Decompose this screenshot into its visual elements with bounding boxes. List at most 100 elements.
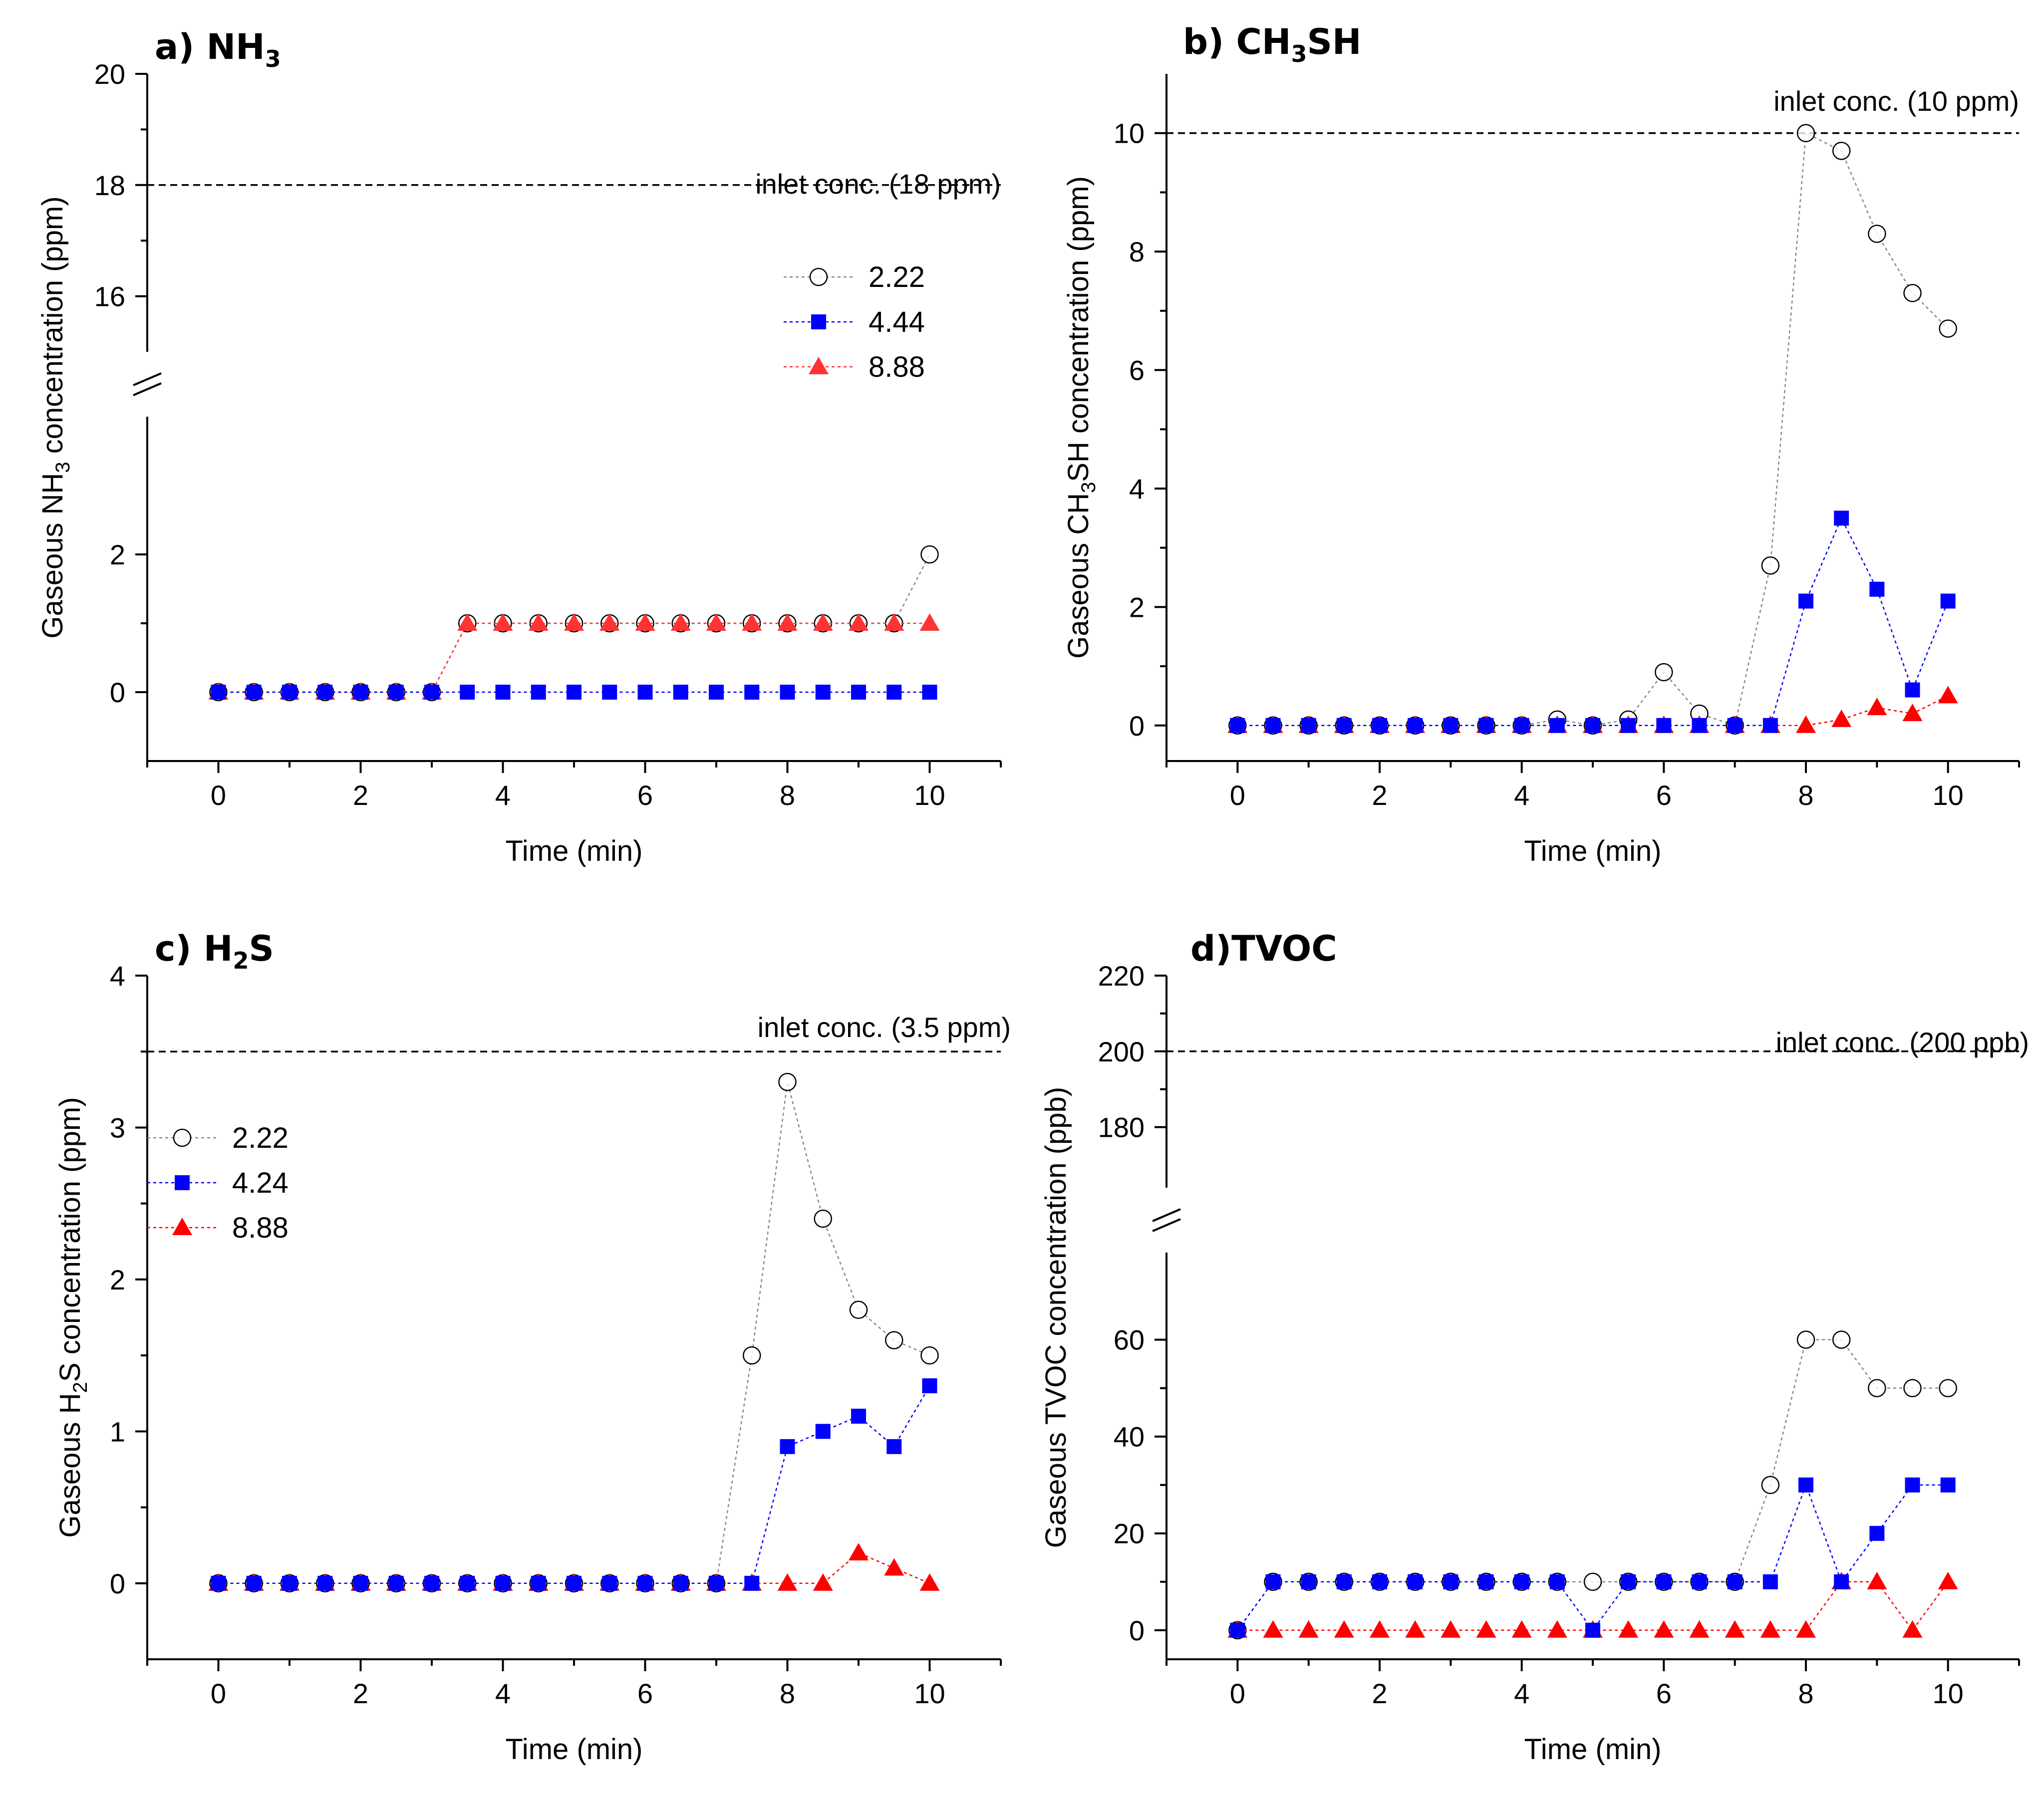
legend: 2.22 4.44 8.88 [784, 261, 925, 383]
data-point-triangle [1725, 1620, 1745, 1638]
x-tick-label: 4 [495, 1678, 511, 1709]
data-point-square [1408, 1574, 1423, 1589]
x-axis-label: Time (min) [506, 835, 643, 867]
axis-break-mark [133, 372, 162, 386]
data-point-triangle [919, 613, 940, 631]
data-point-square [815, 1424, 831, 1439]
data-point-square [744, 1575, 760, 1591]
y-axis-label: Gaseous NH3 concentration (ppm) [36, 196, 74, 638]
data-point-square [1727, 1574, 1743, 1589]
y-tick-label: 200 [1098, 1036, 1145, 1067]
x-tick-label: 10 [914, 1678, 945, 1709]
data-point-square [1230, 1622, 1245, 1638]
y-tick-label: 2 [1129, 591, 1145, 623]
y-tick-label: 0 [110, 677, 125, 708]
data-point-triangle [1902, 704, 1923, 722]
data-point-square [1549, 718, 1565, 733]
data-point-square [1408, 718, 1423, 733]
data-point-square [815, 685, 831, 700]
y-tick-label: 0 [1129, 710, 1145, 742]
data-point-circle [1761, 1476, 1780, 1494]
data-point-square [1443, 1574, 1459, 1589]
data-point-square [1514, 718, 1529, 733]
data-point-square [567, 685, 582, 700]
data-point-square [1621, 1574, 1636, 1589]
x-tick-label: 10 [1933, 779, 1964, 811]
legend-label: 2.22 [869, 261, 925, 293]
data-point-square [567, 1575, 582, 1591]
y-tick-label: 4 [110, 960, 125, 992]
data-point-triangle [1618, 1620, 1639, 1638]
legend-label: 2.22 [232, 1122, 289, 1154]
series-2-22 [209, 1072, 939, 1593]
inlet-concentration-label: inlet conc. (18 ppm) [755, 168, 1001, 200]
inlet-concentration-label: inlet conc. (10 ppm) [1773, 85, 2019, 117]
data-point-circle [1761, 556, 1780, 575]
data-point-square [1372, 718, 1387, 733]
data-point-triangle [1938, 1571, 1958, 1589]
y-tick-label: 2 [110, 1264, 125, 1295]
data-point-square [1905, 682, 1920, 698]
data-point-triangle [564, 613, 584, 631]
series-4-44 [211, 685, 937, 700]
x-tick-label: 8 [780, 779, 795, 811]
data-point-square [1656, 1574, 1672, 1589]
data-point-square [709, 685, 724, 700]
data-point-square [495, 685, 511, 700]
data-point-square [1478, 718, 1494, 733]
data-point-circle [920, 1346, 939, 1365]
data-point-square [282, 1575, 297, 1591]
y-axis-label: Gaseous TVOC concentration (ppb) [1040, 1087, 1072, 1548]
data-point-square [1621, 718, 1636, 733]
y-tick-label: 220 [1098, 960, 1145, 992]
legend-marker-square [175, 1175, 190, 1190]
data-point-triangle [457, 613, 478, 631]
x-tick-label: 0 [211, 779, 226, 811]
x-tick-label: 6 [1656, 779, 1672, 811]
y-tick-label: 180 [1098, 1112, 1145, 1143]
data-point-square [1265, 1574, 1281, 1589]
y-tick-label: 16 [94, 281, 125, 312]
series-2-22 [1228, 124, 1957, 735]
series-4-24 [211, 1378, 937, 1591]
data-point-square [1301, 1574, 1316, 1589]
data-point-square [1798, 1477, 1813, 1493]
data-point-triangle [1689, 1620, 1710, 1638]
y-tick-label: 0 [110, 1568, 125, 1599]
data-point-square [246, 1575, 262, 1591]
data-point-square [1834, 1574, 1849, 1589]
data-point-triangle [884, 1558, 904, 1576]
data-point-square [1656, 718, 1672, 733]
axis-break-mark [1152, 1208, 1181, 1222]
data-point-square [1336, 1574, 1352, 1589]
data-point-square [211, 1575, 226, 1591]
legend-marker-circle [173, 1128, 192, 1147]
x-tick-label: 2 [1372, 1678, 1387, 1709]
data-point-triangle [493, 613, 513, 631]
x-tick-label: 2 [353, 779, 368, 811]
data-point-circle [1868, 225, 1886, 243]
chart-panel-d: 0 2 4 6 8 10 0 20 40 60 180 200 220 inlet conc. (200 … [1040, 928, 2029, 1766]
x-tick-label: 10 [914, 779, 945, 811]
data-point-square [709, 1575, 724, 1591]
data-point-square [424, 685, 439, 700]
y-tick-label: 8 [1129, 236, 1145, 267]
data-point-triangle [1511, 1620, 1532, 1638]
y-tick-label: 1 [110, 1416, 125, 1447]
data-point-circle [743, 1346, 761, 1365]
data-point-triangle [1370, 1620, 1390, 1638]
data-point-triangle [1796, 715, 1816, 733]
data-point-triangle [1334, 1620, 1354, 1638]
x-tick-label: 10 [1933, 1678, 1964, 1709]
x-tick-label: 6 [637, 779, 653, 811]
axis-break-mark [1152, 1218, 1181, 1232]
data-point-square [1265, 718, 1281, 733]
data-point-square [602, 1575, 617, 1591]
x-tick-label: 6 [637, 1678, 653, 1709]
data-point-square [1940, 593, 1956, 609]
data-point-triangle [1902, 1620, 1923, 1638]
data-point-square [353, 1575, 368, 1591]
data-point-square [1940, 1477, 1956, 1493]
data-point-square [424, 1575, 439, 1591]
x-tick-label: 4 [1514, 1678, 1529, 1709]
